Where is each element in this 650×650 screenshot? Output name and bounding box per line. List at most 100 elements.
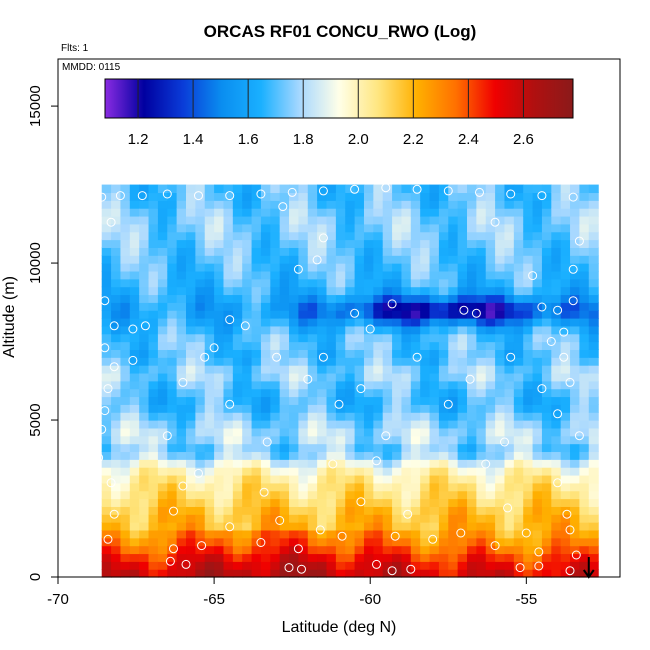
heatmap-cell — [148, 380, 159, 390]
flights-note: Flts: 1 — [61, 43, 89, 54]
heatmap-cell — [195, 255, 206, 264]
heatmap-cell — [335, 208, 346, 217]
flight-point — [537, 191, 547, 201]
heatmap-cell — [120, 553, 131, 562]
heatmap-cell — [363, 380, 374, 390]
heatmap-cell — [195, 302, 206, 311]
heatmap-cell — [579, 412, 590, 421]
heatmap-cell — [401, 569, 412, 578]
heatmap-cell — [242, 325, 253, 335]
heatmap-cell — [335, 380, 346, 390]
heatmap-cell — [457, 404, 468, 413]
heatmap-cell — [186, 270, 196, 280]
heatmap-cell — [260, 247, 271, 256]
heatmap-cell — [420, 310, 431, 319]
heatmap-cell — [260, 404, 271, 413]
flight-point — [465, 374, 475, 384]
heatmap-cell — [345, 357, 356, 366]
heatmap-cell — [354, 514, 365, 523]
heatmap-cell — [448, 372, 459, 382]
heatmap-cell — [588, 412, 599, 421]
heatmap-cell — [579, 459, 590, 468]
heatmap-cell — [495, 318, 506, 327]
heatmap-cell — [242, 341, 253, 350]
heatmap-cell — [354, 270, 365, 280]
heatmap-cell — [270, 223, 281, 233]
heatmap-cell — [120, 443, 131, 453]
heatmap-cell — [345, 443, 356, 453]
flight-point — [356, 384, 366, 394]
heatmap-cell — [120, 325, 131, 335]
heatmap-cell — [579, 223, 590, 233]
heatmap-cell — [560, 200, 571, 209]
heatmap-cell — [139, 349, 150, 358]
heatmap-cell — [232, 200, 243, 209]
heatmap-cell — [448, 325, 459, 335]
heatmap-cell — [120, 247, 131, 256]
heatmap-cell — [560, 490, 571, 500]
heatmap-cell — [345, 404, 356, 413]
heatmap-cell — [504, 537, 515, 547]
heatmap-cell — [111, 388, 122, 398]
heatmap-cell — [363, 294, 374, 303]
heatmap-cell — [101, 223, 112, 233]
heatmap-cell — [195, 215, 206, 225]
flight-point — [103, 534, 113, 544]
heatmap-cell — [560, 474, 571, 484]
heatmap-cell — [148, 388, 159, 398]
heatmap-cell — [120, 294, 131, 303]
heatmap-cell — [429, 231, 440, 241]
heatmap-cell — [485, 435, 496, 445]
heatmap-cell — [148, 215, 159, 225]
heatmap-cell — [298, 412, 309, 421]
flight-point — [318, 233, 328, 243]
heatmap-cell — [523, 490, 534, 500]
heatmap-cell — [214, 255, 225, 264]
heatmap-cell — [148, 318, 159, 327]
heatmap-cell — [523, 278, 534, 288]
heatmap-cell — [551, 412, 562, 421]
heatmap-cell — [186, 263, 196, 272]
heatmap-cell — [363, 498, 374, 507]
heatmap-cell — [560, 545, 571, 555]
heatmap-cell — [476, 294, 487, 303]
heatmap-cell — [579, 310, 590, 319]
heatmap-cell — [204, 404, 215, 413]
heatmap-cell — [101, 247, 112, 256]
heatmap-cell — [485, 569, 496, 578]
heatmap-cell — [139, 537, 150, 547]
heatmap-cell — [120, 420, 131, 429]
heatmap-cell — [186, 498, 196, 507]
heatmap-cell — [354, 561, 365, 570]
heatmap-cell — [467, 380, 477, 390]
heatmap-cell — [485, 294, 496, 303]
heatmap-cell — [111, 459, 122, 468]
heatmap-cell — [410, 372, 421, 382]
heatmap-cell — [139, 490, 150, 500]
heatmap-cell — [345, 192, 356, 201]
heatmap-cell — [476, 255, 487, 264]
heatmap-cell — [139, 239, 150, 248]
heatmap-cell — [101, 270, 112, 280]
flight-point — [287, 187, 297, 197]
heatmap-cell — [476, 247, 487, 256]
heatmap-cell — [317, 263, 328, 272]
heatmap-cell — [420, 506, 431, 515]
heatmap-cell — [307, 427, 318, 437]
heatmap-cell — [223, 522, 234, 531]
heatmap-cell — [101, 467, 112, 476]
heatmap-cell — [204, 435, 215, 445]
heatmap-cell — [326, 372, 337, 382]
heatmap-cell — [373, 537, 384, 547]
heatmap-cell — [232, 270, 243, 280]
heatmap-cell — [298, 192, 309, 201]
heatmap-cell — [279, 490, 290, 500]
heatmap-cell — [588, 200, 599, 209]
heatmap-cell — [204, 239, 215, 248]
heatmap-cell — [363, 325, 374, 335]
heatmap-cell — [513, 333, 524, 343]
heatmap-cell — [457, 365, 468, 374]
heatmap-cell — [363, 333, 374, 343]
heatmap-cell — [345, 286, 356, 296]
heatmap-cell — [289, 569, 300, 578]
